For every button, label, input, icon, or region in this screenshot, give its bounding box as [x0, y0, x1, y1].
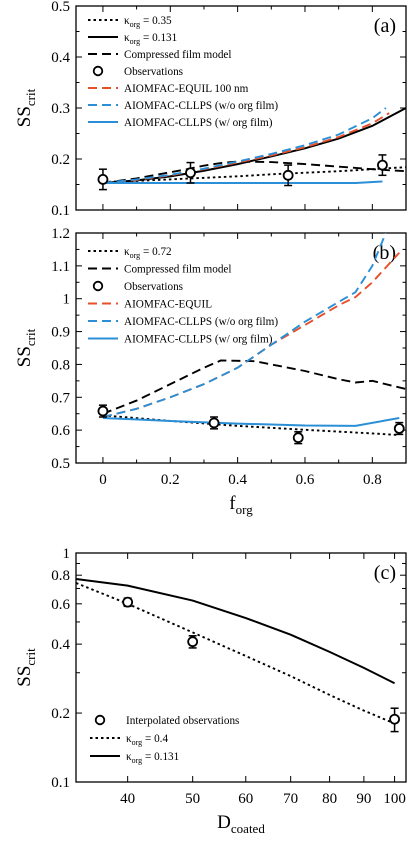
legend-label: AIOMFAC-CLLPS (w/o org film) [124, 100, 278, 112]
y-axis-label: SScrit [14, 328, 38, 367]
y-tick-label: 0.1 [51, 775, 70, 791]
observation-point [377, 159, 388, 171]
observation-point [389, 713, 400, 725]
x-tick-label: 40 [120, 791, 135, 807]
legend-label: Interpolated observations [126, 715, 239, 727]
y-axis-label: SScrit [14, 88, 38, 127]
x-tick-label: 80 [322, 791, 337, 807]
x-tick-label: 0.2 [161, 472, 180, 488]
panel-label: (c) [374, 562, 396, 584]
y-tick-label: 1.2 [51, 226, 70, 242]
y-tick-label: 0.1 [51, 203, 70, 219]
series-line-4 [102, 107, 387, 184]
legend-label: AIOMFAC-CLLPS (w/o org film) [124, 316, 278, 328]
series-line-1 [76, 577, 396, 685]
legend-label: κorg = 0.35 [124, 15, 172, 29]
plot-frame [75, 552, 407, 783]
legend-marker [92, 280, 104, 292]
panel-2: 0.1 0.2 0.4 0.6 0.8 1 40 50 60 70 80 90 100 SScrit Dco… [14, 546, 407, 836]
legend-label: κorg = 0.131 [126, 751, 179, 765]
legend-label: κorg = 0.4 [126, 733, 168, 747]
observation-point [208, 417, 220, 429]
x-tick-label: 60 [238, 791, 253, 807]
legend: κorg = 0.72 Compressed film model Observat… [88, 246, 278, 346]
legend-label: AIOMFAC-EQUIL [124, 299, 212, 311]
x-tick-label: 50 [185, 791, 200, 807]
observation-point [122, 596, 134, 608]
y-tick-label: 0.8 [51, 568, 70, 584]
series-line-2 [102, 160, 406, 184]
legend-label: Observations [124, 66, 183, 78]
legend-label: AIOMFAC-EQUIL 100 nm [124, 83, 249, 95]
series-line-5 [102, 180, 383, 184]
series-line-3 [102, 233, 387, 418]
y-tick-label: 0.6 [51, 423, 70, 439]
y-tick-label: 0.5 [51, 0, 70, 15]
series-group [102, 107, 406, 184]
y-tick-label: 0.3 [51, 101, 70, 117]
y-tick-label: 0.9 [51, 325, 70, 341]
y-axis-label: SScrit [14, 648, 38, 687]
legend-label: κorg = 0.72 [124, 246, 172, 260]
x-tick-label: 70 [283, 791, 298, 807]
series-line-0 [76, 582, 395, 725]
observation-point [185, 167, 196, 179]
legend-label: Compressed film model [124, 49, 232, 61]
y-tick-label: 0.4 [51, 637, 70, 653]
observation-point [97, 405, 109, 417]
x-tick-label: 90 [356, 791, 371, 807]
x-tick-label: 0 [99, 472, 107, 488]
y-tick-label: 0.8 [51, 357, 70, 373]
y-tick-label: 0.2 [51, 152, 70, 168]
observation-point [187, 636, 199, 648]
x-tick-label: 0.4 [228, 472, 247, 488]
series-line-0 [102, 166, 406, 183]
panel-1: 0.5 0.6 0.7 0.8 0.9 1 1.1 1.2 0 0.2 0.4 0.6 0.8 SScri… [14, 226, 407, 517]
panel-label: (a) [374, 15, 396, 37]
x-tick-label: 100 [383, 791, 406, 807]
series-line-1 [102, 359, 406, 415]
y-tick-label: 1.1 [51, 259, 70, 275]
y-tick-label: 0.7 [51, 390, 70, 406]
series-group [102, 233, 406, 437]
y-tick-label: 0.2 [51, 706, 70, 722]
x-axis-label: Dcoated [217, 812, 265, 836]
legend-label: Compressed film model [124, 264, 232, 276]
observation-point [393, 423, 405, 434]
observation-point [97, 173, 109, 185]
legend-marker [92, 65, 104, 77]
x-tick-label: 0.6 [296, 472, 315, 488]
legend: κorg = 0.35 κorg = 0.131 Compressed film m… [88, 15, 278, 129]
observation-point [282, 169, 294, 181]
legend-label: Observations [124, 281, 183, 293]
legend-label: AIOMFAC-CLLPS (w/ org film) [124, 117, 273, 129]
y-tick-label: 1 [63, 546, 71, 562]
legend-marker [94, 714, 106, 726]
observation-point [292, 432, 304, 444]
panel-label: (b) [373, 242, 396, 264]
x-axis-label: forg [229, 493, 253, 517]
x-tick-label: 0.8 [363, 472, 382, 488]
legend-label: AIOMFAC-CLLPS (w/ org film) [124, 334, 273, 346]
legend-label: κorg = 0.131 [124, 32, 177, 46]
series-group [76, 577, 396, 725]
y-tick-label: 0.5 [51, 456, 70, 472]
y-tick-label: 0.6 [51, 597, 70, 613]
y-tick-label: 1 [63, 292, 71, 308]
series-line-4 [102, 416, 400, 427]
y-tick-label: 0.4 [51, 50, 70, 66]
legend: Interpolated observations κorg = 0.4 κorg … [90, 714, 239, 765]
